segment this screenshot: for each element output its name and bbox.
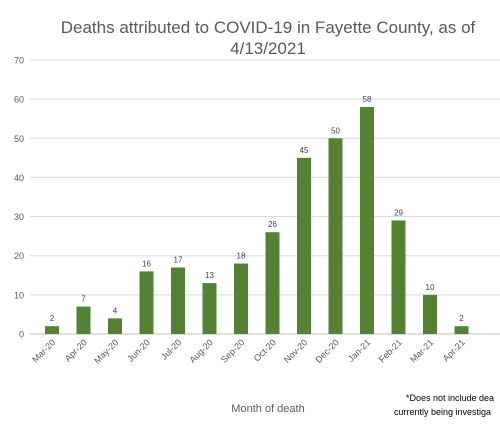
data-label: 10	[426, 283, 435, 292]
bar	[360, 106, 374, 334]
data-label: 26	[268, 220, 277, 229]
y-tick-label: 20	[14, 251, 24, 261]
data-label: 16	[142, 259, 151, 268]
bar	[454, 326, 469, 334]
bar	[45, 326, 59, 334]
data-label: 2	[50, 314, 55, 323]
data-label: 2	[459, 314, 464, 323]
x-axis-title: Month of death	[231, 403, 304, 415]
data-label: 18	[237, 252, 246, 261]
bar	[423, 294, 437, 334]
data-label: 13	[205, 271, 214, 280]
data-label: 29	[394, 208, 403, 217]
footnote-line-2: currently being investiga	[394, 407, 491, 417]
data-label: 58	[363, 95, 372, 104]
chart-title-line-2: 4/13/2021	[230, 39, 306, 58]
y-axis-ticks: 0 10 20 30 40 50 60 70	[14, 56, 24, 340]
footnote-line-1: *Does not include dea	[406, 393, 494, 403]
data-label: 7	[81, 295, 86, 304]
bar	[202, 283, 217, 334]
bar	[139, 271, 154, 334]
bar	[265, 232, 280, 334]
bars: 2 7 4 16 17 13 18 26 45 50 58 29 10 2	[45, 95, 469, 334]
y-tick-label: 40	[14, 173, 24, 183]
y-tick-label: 60	[14, 95, 24, 105]
bar	[391, 220, 406, 334]
bar	[108, 318, 122, 334]
chart-title-line-1: Deaths attributed to COVID-19 in Fayette…	[61, 18, 476, 37]
y-tick-label: 50	[14, 134, 24, 144]
data-label: 50	[331, 126, 340, 135]
gridlines	[30, 59, 500, 335]
y-tick-label: 70	[14, 56, 24, 66]
bar	[328, 138, 343, 334]
bar	[297, 157, 311, 334]
y-tick-label: 10	[14, 290, 24, 300]
y-tick-label: 0	[19, 330, 24, 340]
data-label: 4	[113, 306, 118, 315]
data-label: 45	[300, 146, 309, 155]
data-label: 17	[174, 255, 183, 264]
bar	[171, 267, 185, 334]
bar	[234, 263, 248, 334]
y-tick-label: 30	[14, 212, 24, 222]
bar	[76, 306, 91, 334]
